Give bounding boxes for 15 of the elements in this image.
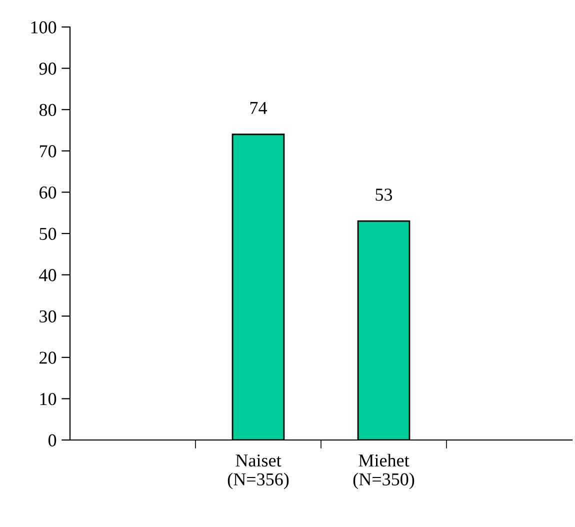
data-label: 53 <box>376 188 392 201</box>
y-tick-label: 10 <box>40 392 56 406</box>
y-tick-label: 30 <box>40 310 56 323</box>
y-tick-label: 20 <box>40 352 56 364</box>
data-label: 74 <box>250 102 267 114</box>
y-tick-label: 100 <box>31 21 56 34</box>
y-tick-label: 0 <box>48 434 56 446</box>
x-tick-label: Naiset (N=356) <box>228 454 289 490</box>
y-tick-label: 40 <box>39 269 56 282</box>
x-tick-label: Miehet (N=350) <box>353 454 414 490</box>
y-tick-label: 90 <box>39 62 56 75</box>
y-tick-label: 80 <box>39 104 56 116</box>
y-tick-label: 50 <box>40 228 56 240</box>
y-tick-label: 70 <box>40 145 56 158</box>
y-tick-label: 60 <box>40 186 56 199</box>
